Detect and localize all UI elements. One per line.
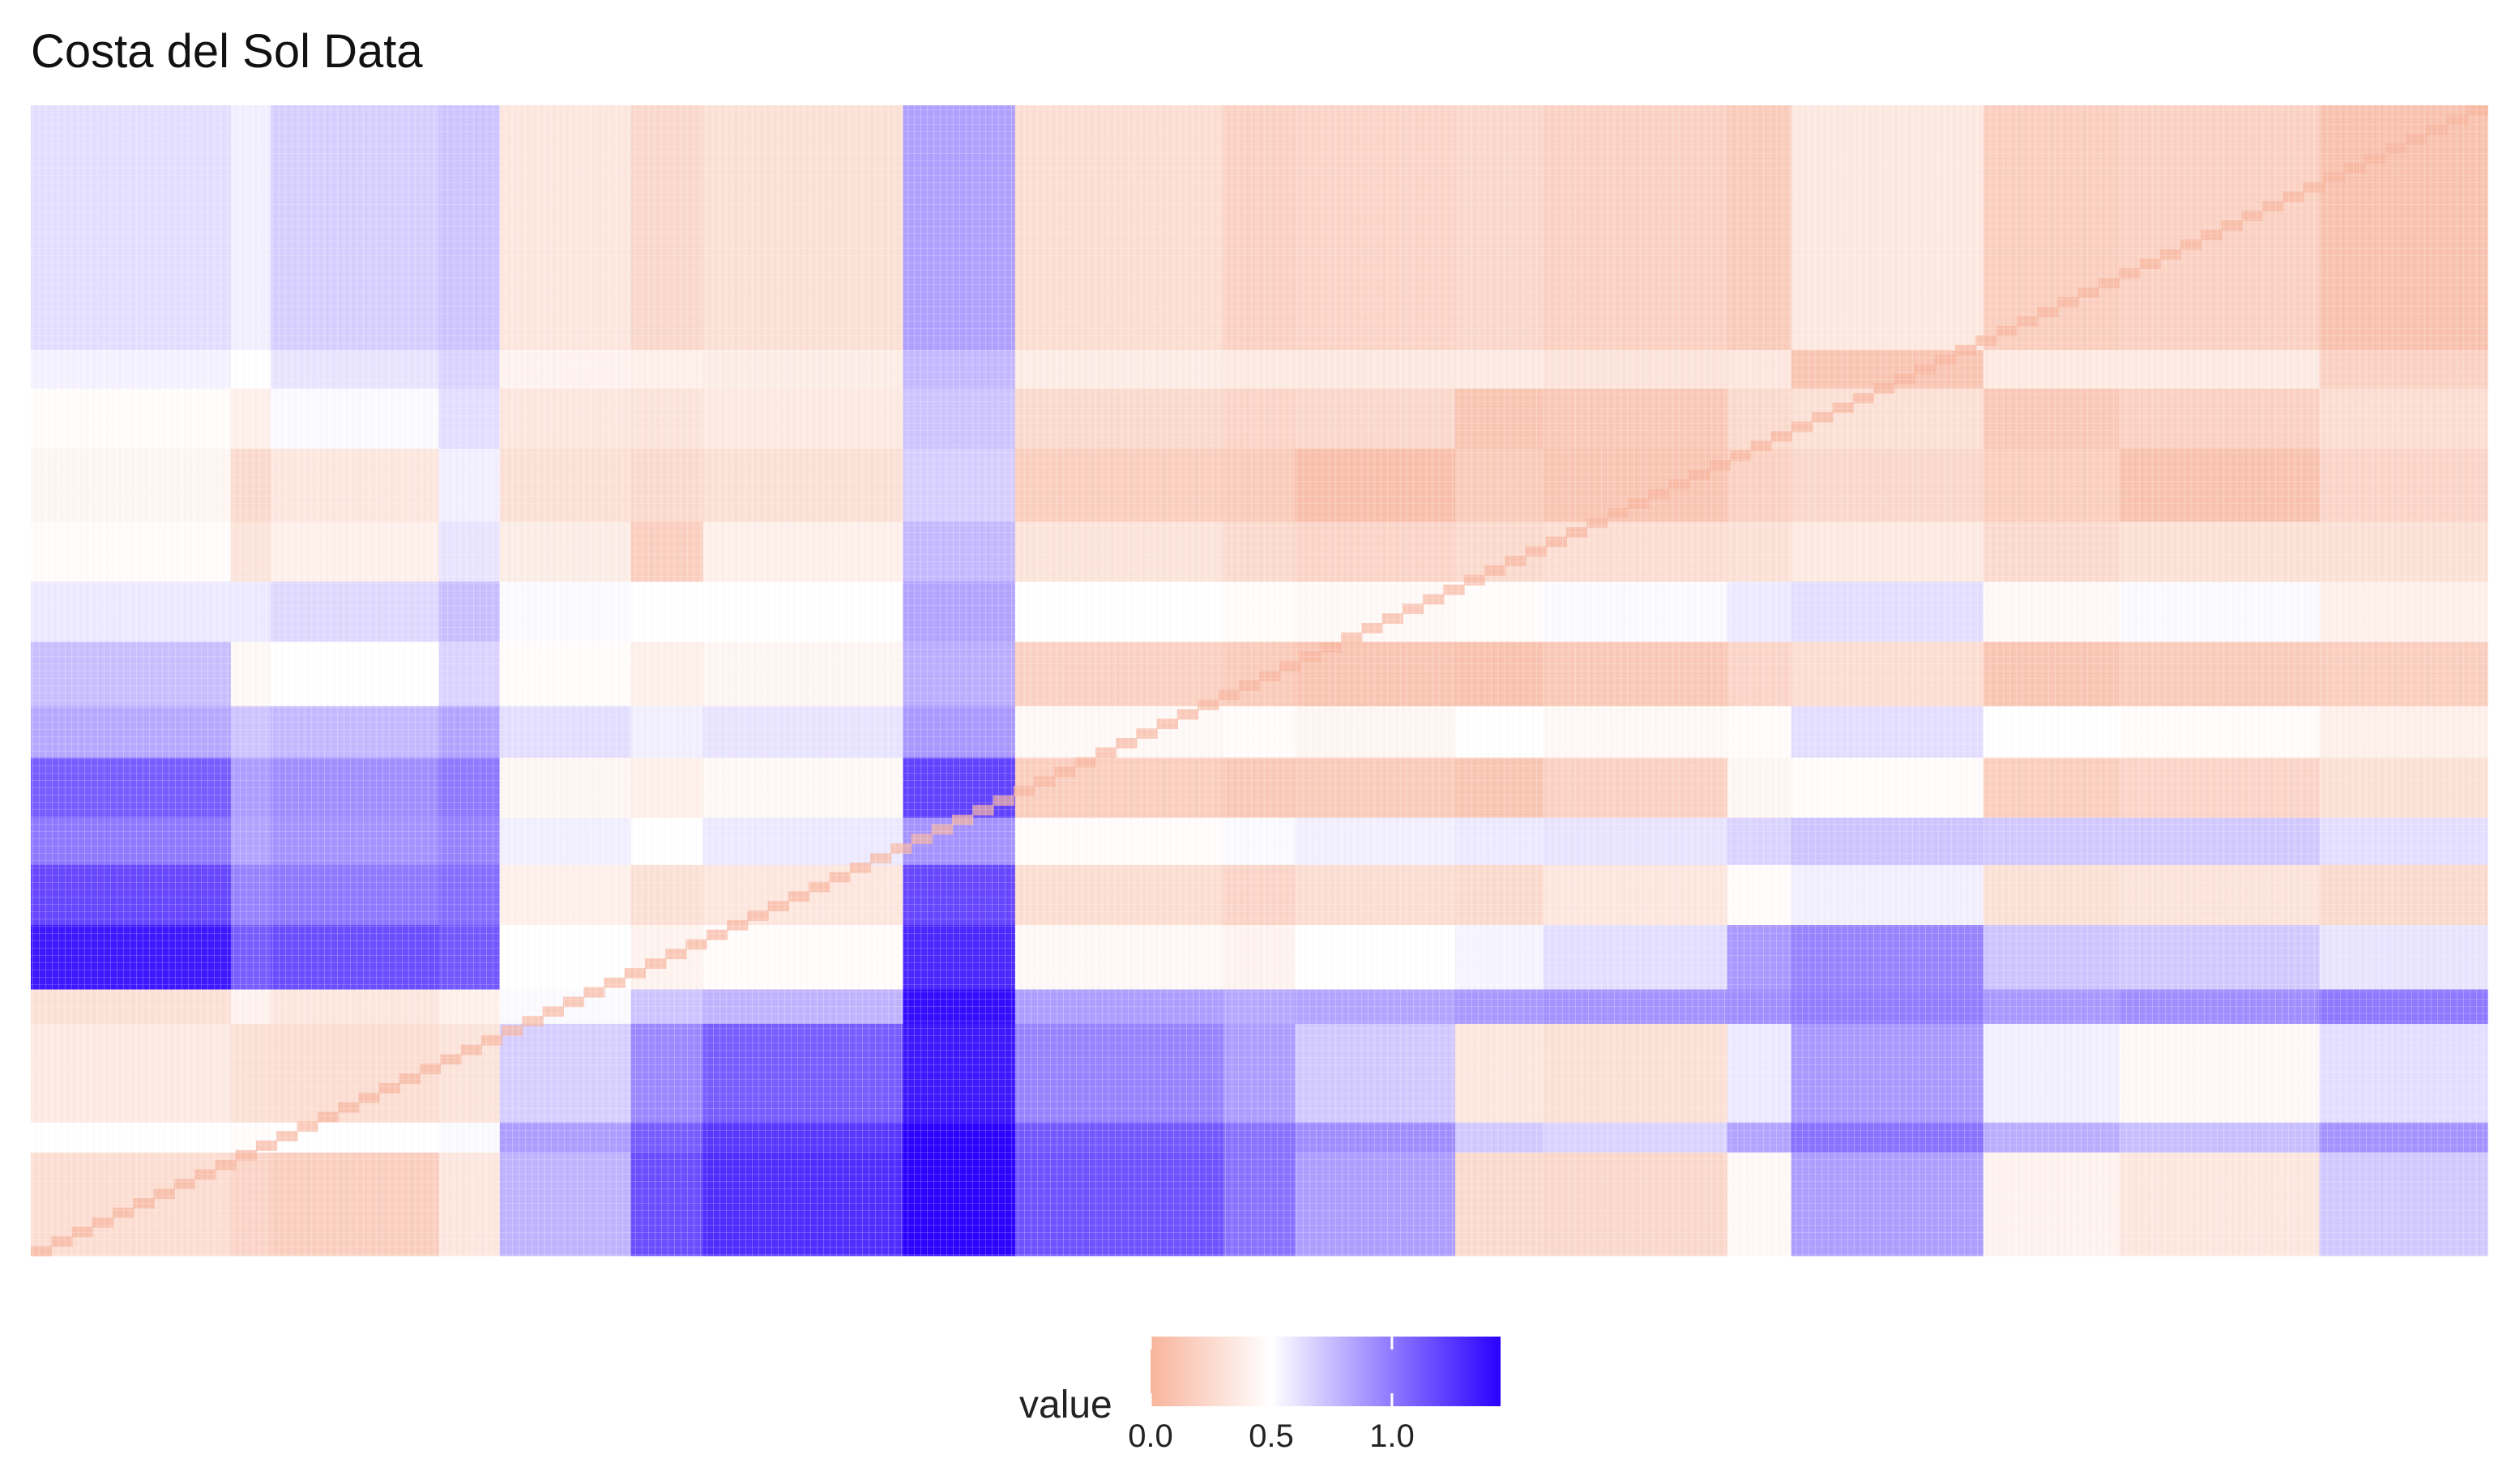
- legend-title: value: [1019, 1384, 1112, 1426]
- heatmap-texture-horizontal: [31, 105, 2487, 1256]
- legend-ticks: 0.0 0.5 1.0: [1128, 1337, 1415, 1454]
- legend-tick-label-2: 1.0: [1369, 1418, 1415, 1454]
- color-legend: value 0.0 0.5 1.0: [1019, 1337, 1501, 1454]
- chart-title: Costa del Sol Data: [31, 25, 423, 78]
- legend-tick-label-1: 0.5: [1249, 1418, 1294, 1454]
- legend-tick-label-0: 0.0: [1128, 1418, 1173, 1454]
- legend-colorbar: [1151, 1337, 1501, 1406]
